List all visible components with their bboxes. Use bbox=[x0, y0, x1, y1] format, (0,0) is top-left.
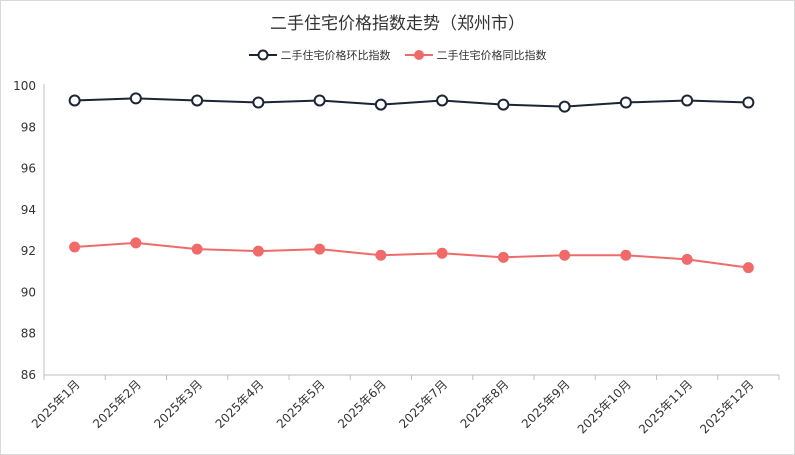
data-point[interactable] bbox=[69, 241, 81, 253]
data-point[interactable] bbox=[436, 94, 449, 107]
x-tick-label: 2025年4月 bbox=[213, 377, 267, 431]
legend-label-yoy: 二手住宅价格同比指数 bbox=[436, 49, 547, 62]
data-point[interactable] bbox=[314, 243, 326, 255]
x-tick-label: 2025年8月 bbox=[458, 377, 512, 431]
series-line bbox=[74, 97, 749, 108]
x-tick-label: 2025年7月 bbox=[396, 377, 450, 431]
data-point[interactable] bbox=[313, 94, 326, 107]
y-tick-label: 98 bbox=[21, 120, 36, 134]
data-point[interactable] bbox=[742, 262, 754, 274]
data-point[interactable] bbox=[620, 249, 632, 261]
data-point[interactable] bbox=[252, 245, 264, 257]
y-tick-label: 94 bbox=[21, 203, 36, 217]
y-tick-label: 100 bbox=[13, 79, 36, 93]
data-point[interactable] bbox=[681, 94, 694, 107]
x-tick-label: 2025年2月 bbox=[90, 377, 144, 431]
x-tick-label: 2025年10月 bbox=[575, 377, 634, 436]
x-tick-label: 2025年12月 bbox=[697, 377, 756, 436]
data-point[interactable] bbox=[681, 253, 693, 265]
data-point[interactable] bbox=[559, 249, 571, 261]
data-point[interactable] bbox=[129, 92, 142, 105]
data-point[interactable] bbox=[436, 247, 448, 259]
x-tick-label: 2025年3月 bbox=[151, 377, 205, 431]
chart-legend: 二手住宅价格环比指数 二手住宅价格同比指数 bbox=[1, 47, 794, 63]
legend-item-mom[interactable]: 二手住宅价格环比指数 bbox=[248, 47, 391, 63]
y-tick-label: 86 bbox=[21, 368, 36, 382]
data-point[interactable] bbox=[497, 251, 509, 263]
data-point[interactable] bbox=[191, 243, 203, 255]
data-point[interactable] bbox=[130, 237, 142, 249]
legend-swatch-mom bbox=[248, 49, 277, 61]
x-tick-label: 2025年6月 bbox=[335, 377, 389, 431]
data-point[interactable] bbox=[742, 96, 755, 109]
x-tick-label: 2025年9月 bbox=[519, 377, 573, 431]
y-tick-label: 96 bbox=[21, 162, 36, 176]
chart-title: 二手住宅价格指数走势（郑州市） bbox=[270, 14, 525, 34]
y-tick-label: 90 bbox=[21, 285, 36, 299]
series-line bbox=[74, 241, 749, 269]
y-tick-label: 88 bbox=[21, 327, 36, 341]
legend-label-mom: 二手住宅价格环比指数 bbox=[280, 49, 391, 62]
y-axis: 86 88 90 92 94 96 98 100 bbox=[13, 79, 45, 382]
series-0 bbox=[68, 92, 755, 113]
series-layer bbox=[68, 92, 755, 274]
x-axis: 2025年1月 2025年2月 2025年3月 2025年4月 2025年5月 2025年… bbox=[29, 374, 780, 436]
data-point[interactable] bbox=[558, 100, 571, 113]
data-point[interactable] bbox=[619, 96, 632, 109]
legend-item-yoy[interactable]: 二手住宅价格同比指数 bbox=[404, 47, 547, 63]
x-tick-label: 2025年1月 bbox=[29, 377, 83, 431]
data-point[interactable] bbox=[374, 98, 387, 111]
y-tick-label: 92 bbox=[21, 244, 36, 258]
data-point[interactable] bbox=[375, 249, 387, 261]
series-1 bbox=[69, 237, 754, 274]
data-point[interactable] bbox=[497, 98, 510, 111]
x-tick-label: 2025年5月 bbox=[274, 377, 328, 431]
data-point[interactable] bbox=[68, 94, 81, 107]
data-point[interactable] bbox=[191, 94, 204, 107]
data-point[interactable] bbox=[252, 96, 265, 109]
legend-swatch-yoy bbox=[404, 50, 433, 60]
x-tick-label: 2025年11月 bbox=[636, 377, 695, 436]
